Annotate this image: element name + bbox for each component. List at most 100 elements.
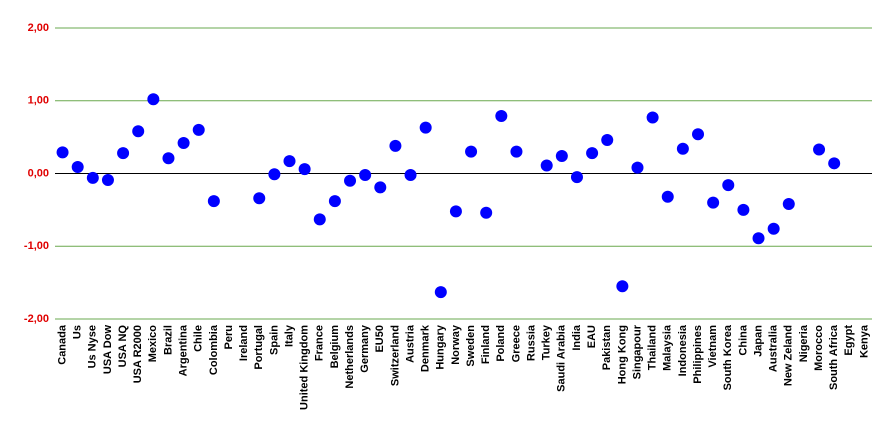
- dot: [389, 139, 402, 152]
- x-tick-label: Philippines: [692, 325, 704, 384]
- dot: [570, 171, 583, 184]
- dot: [828, 157, 841, 170]
- dot: [434, 286, 447, 299]
- dot: [586, 147, 599, 160]
- dot: [631, 161, 644, 174]
- y-tick-label: -1,00: [24, 240, 49, 252]
- x-tick-label: South Africa: [828, 324, 840, 390]
- x-tick-label: Us: [72, 325, 84, 339]
- dot: [813, 143, 826, 156]
- x-tick-label: Japan: [752, 325, 764, 357]
- x-tick-label: Finland: [480, 325, 492, 364]
- dot: [101, 174, 114, 187]
- x-tick-label: Switzerland: [389, 325, 401, 386]
- dot: [540, 159, 553, 172]
- dot: [56, 146, 69, 159]
- x-tick-label: Denmark: [420, 324, 432, 372]
- x-tick-label: Chile: [193, 325, 205, 352]
- x-tick-label: Thailand: [647, 325, 659, 370]
- x-tick-label: Colombia: [208, 324, 220, 375]
- x-tick-label: Argentina: [178, 324, 190, 376]
- x-tick-label: USA R2000: [132, 325, 144, 383]
- dot: [207, 195, 220, 208]
- dot: [737, 203, 750, 216]
- dot: [192, 123, 205, 136]
- y-tick-label: 2,00: [28, 22, 49, 34]
- dot: [404, 168, 417, 181]
- x-tick-label: Russia: [525, 324, 537, 361]
- x-tick-label: India: [571, 324, 583, 351]
- x-tick-label: Mexico: [147, 325, 159, 363]
- dot: [449, 205, 462, 218]
- x-tick-label: Kenya: [858, 324, 870, 358]
- x-tick-label: Egypt: [843, 325, 855, 356]
- dot: [767, 222, 780, 235]
- dot: [707, 196, 720, 209]
- x-tick-label: Poland: [495, 325, 507, 362]
- x-tick-label: EU50: [374, 325, 386, 353]
- y-tick-label: 0,00: [28, 167, 49, 179]
- x-tick-label: Austria: [404, 324, 416, 363]
- x-tick-label: Australia: [768, 324, 780, 372]
- x-tick-label: Singapour: [631, 324, 643, 379]
- x-tick-label: Germany: [359, 324, 371, 373]
- dot: [71, 160, 84, 173]
- dot: [86, 171, 99, 184]
- dot: [283, 155, 296, 168]
- x-tick-label: Us Nyse: [87, 325, 99, 368]
- dot: [359, 168, 372, 181]
- x-tick-label: USA Dow: [102, 325, 114, 375]
- x-tick-label: Spain: [268, 325, 280, 355]
- x-tick-label: New Zeland: [783, 325, 795, 386]
- dot: [117, 147, 130, 160]
- x-tick-label: Norway: [450, 324, 462, 365]
- x-tick-label: Pakistan: [601, 325, 613, 371]
- x-tick-label: Peru: [223, 325, 235, 349]
- dot: [646, 111, 659, 124]
- x-tick-label: Hong Kong: [616, 325, 628, 384]
- x-tick-label: Indonesia: [677, 324, 689, 376]
- dot: [510, 145, 523, 158]
- x-tick-label: Netherlands: [344, 325, 356, 389]
- dot: [480, 206, 493, 219]
- x-tick-label: Vietnam: [707, 325, 719, 368]
- dot: [177, 136, 190, 149]
- x-tick-label: Malaysia: [662, 324, 674, 371]
- dot: [465, 145, 478, 158]
- x-tick-label: South Korea: [722, 324, 734, 390]
- x-tick-label: EAU: [586, 325, 598, 348]
- x-tick-label: Portugal: [253, 325, 265, 370]
- dot: [752, 232, 765, 245]
- x-tick-label: USA NQ: [117, 325, 129, 368]
- dot: [162, 152, 175, 165]
- dot: [132, 125, 145, 138]
- x-tick-label: Saudi Arabia: [556, 324, 568, 392]
- x-tick-label: Hungary: [435, 324, 447, 370]
- dot: [692, 128, 705, 141]
- dot: [616, 280, 629, 293]
- x-tick-label: Sweden: [465, 325, 477, 367]
- dot: [555, 150, 568, 163]
- x-tick-label: Italy: [283, 324, 295, 347]
- x-tick-label: Belgium: [329, 325, 341, 369]
- y-tick-label: 1,00: [28, 95, 49, 107]
- x-tick-label: Turkey: [541, 324, 553, 360]
- x-tick-label: United Kingdom: [299, 325, 311, 410]
- dot: [661, 190, 674, 203]
- dot: [147, 93, 160, 106]
- dot: [313, 213, 326, 226]
- x-tick-label: Brazil: [162, 325, 174, 355]
- dot: [298, 163, 311, 176]
- x-tick-label: Greece: [510, 325, 522, 362]
- dot: [419, 121, 432, 134]
- dot: [782, 198, 795, 211]
- x-tick-label: Ireland: [238, 325, 250, 361]
- x-tick-label: Canada: [56, 324, 68, 365]
- x-tick-label: France: [314, 325, 326, 361]
- dot: [253, 192, 266, 205]
- y-tick-label: -2,00: [24, 313, 49, 325]
- dot: [268, 168, 281, 181]
- dot: [374, 181, 387, 194]
- dot: [722, 179, 735, 192]
